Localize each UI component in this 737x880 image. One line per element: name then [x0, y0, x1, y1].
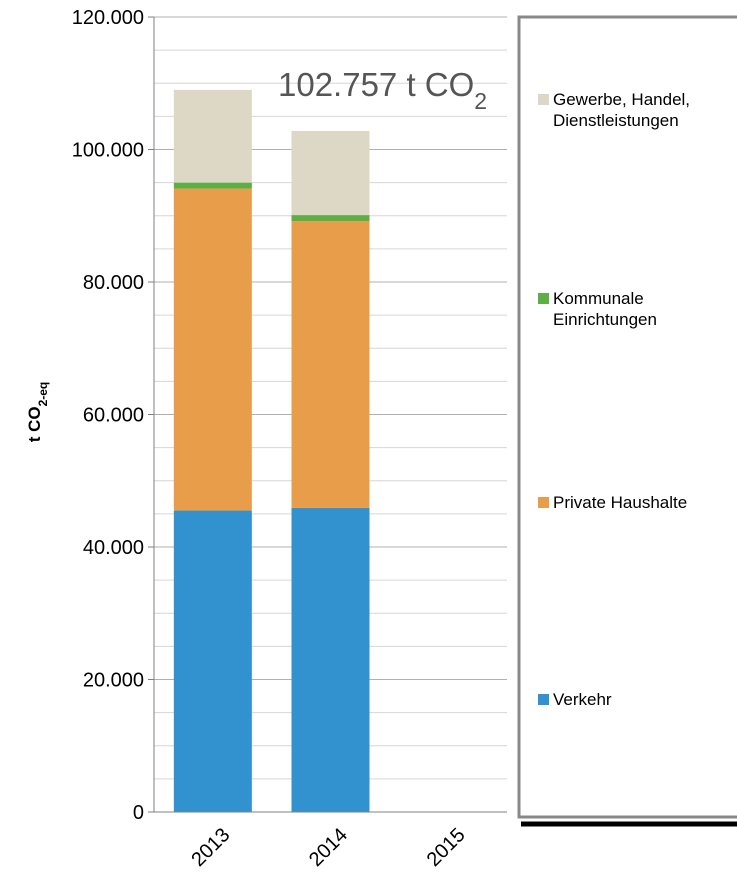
legend-swatch	[538, 293, 549, 304]
y-tick-label: 120.000	[72, 7, 144, 29]
legend-swatch	[538, 94, 549, 105]
y-tick-labels: 0 20.000 40.000 60.000 80.000 100.000 120.000	[72, 7, 154, 824]
legend-swatch	[538, 694, 549, 705]
legend: Gewerbe, Handel, Dienstleistungen Kommunal…	[517, 15, 737, 827]
x-tick-label: 2014	[305, 824, 352, 871]
bar-segment-2013-kommunale-einrichtungen	[173, 182, 252, 189]
x-tick-label: 2013	[187, 824, 234, 871]
legend-label: Verkehr	[553, 690, 612, 709]
y-tick-label: 40.000	[83, 537, 144, 559]
y-tick-label: 0	[133, 802, 144, 824]
bar-segment-2014-private-haushalte	[291, 221, 370, 508]
bar-segment-2013-verkehr	[173, 510, 252, 812]
legend-frame	[517, 15, 737, 819]
legend-swatch	[538, 497, 549, 508]
x-tick-labels: 2013 2014 2015	[187, 824, 469, 871]
total-annotation: 102.757 t CO2	[278, 66, 487, 114]
y-axis-label: t CO2-eq	[25, 382, 50, 443]
legend-label: Gewerbe, Handel, Dienstleistungen	[553, 90, 690, 130]
y-tick-label: 100.000	[72, 140, 144, 162]
bars	[173, 89, 370, 812]
bar-segment-2014-verkehr	[291, 507, 370, 812]
bar-segment-2014-gewerbe-handel-dienstleistungen	[291, 130, 370, 216]
legend-label: Private Haushalte	[553, 493, 687, 512]
x-tick-label: 2015	[423, 824, 470, 871]
bar-segment-2013-private-haushalte	[173, 188, 252, 511]
y-tick-label: 60.000	[83, 405, 144, 427]
y-tick-label: 80.000	[83, 272, 144, 294]
legend-label: Kommunale Einrichtungen	[553, 289, 657, 329]
y-tick-label: 20.000	[83, 670, 144, 692]
bar-segment-2014-kommunale-einrichtungen	[291, 215, 370, 222]
bar-segment-2013-gewerbe-handel-dienstleistungen	[173, 89, 252, 183]
